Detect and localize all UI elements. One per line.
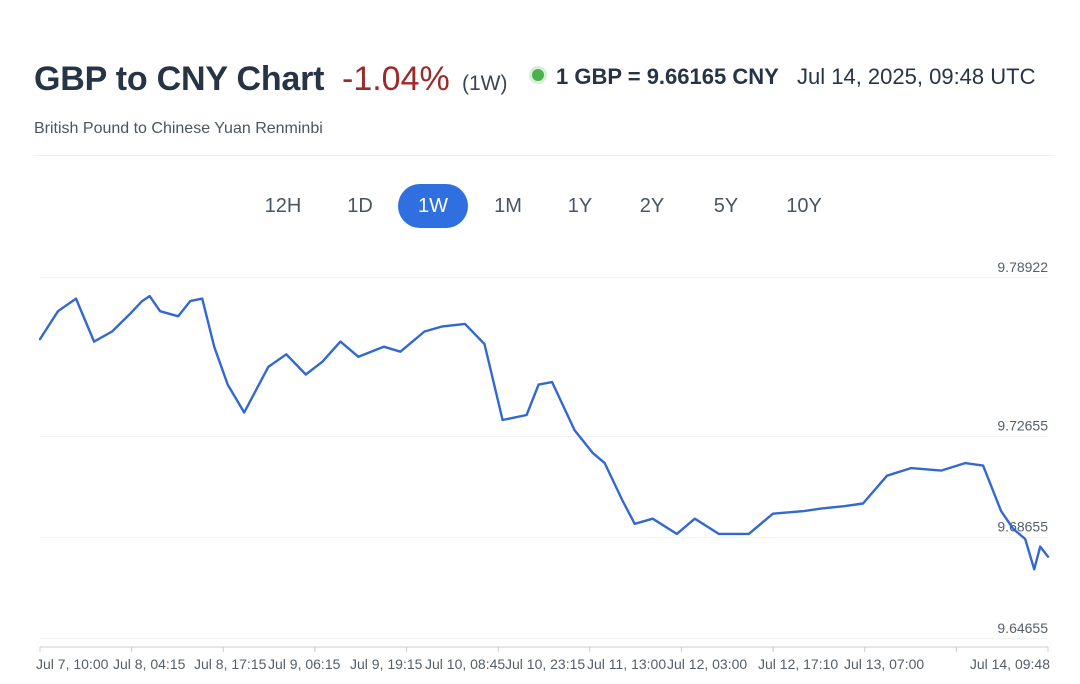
- data-point: [1033, 568, 1036, 571]
- x-tick-label: Jul 8, 04:15: [113, 656, 186, 672]
- data-point: [226, 383, 229, 386]
- data-point: [243, 411, 246, 414]
- data-point: [886, 474, 888, 477]
- data-point: [633, 522, 636, 525]
- x-tick-label: Jul 12, 03:00: [667, 656, 747, 672]
- x-tick-label: Jul 10, 23:15: [505, 656, 585, 672]
- x-tick-label: Jul 10, 08:45: [425, 656, 505, 672]
- change-period: (1W): [462, 72, 508, 95]
- data-point: [964, 462, 967, 464]
- data-point: [651, 517, 654, 520]
- data-point: [844, 505, 846, 507]
- x-tick-label: Jul 9, 06:15: [268, 656, 341, 672]
- data-point: [57, 310, 59, 313]
- data-point: [603, 462, 606, 464]
- data-point: [693, 517, 696, 520]
- x-tick-label: Jul 9, 19:15: [350, 656, 423, 672]
- x-tick-label: Jul 11, 13:00: [587, 656, 666, 672]
- data-point: [423, 330, 426, 333]
- data-point: [189, 300, 192, 303]
- data-point: [159, 310, 162, 313]
- tab-1w[interactable]: 1W: [398, 184, 468, 228]
- tab-12h[interactable]: 12H: [264, 195, 302, 217]
- data-point: [177, 315, 180, 318]
- tab-5y[interactable]: 5Y: [713, 195, 739, 217]
- data-point: [111, 330, 113, 333]
- exchange-rate: 1 GBP = 9.66165 CNY: [556, 64, 779, 89]
- data-point: [717, 533, 720, 535]
- data-point: [321, 360, 324, 363]
- data-point: [399, 350, 402, 353]
- data-point: [39, 338, 41, 340]
- y-tick-label: 9.72655: [997, 417, 1048, 433]
- data-point: [1012, 527, 1015, 530]
- data-point: [201, 297, 204, 300]
- header-divider: [34, 155, 1054, 156]
- x-tick-label: Jul 7, 10:00: [36, 656, 109, 672]
- data-point: [537, 383, 540, 386]
- data-point: [940, 469, 942, 472]
- rate-chart: 9.78922 9.72655 9.68655 9.64655 Jul 7, 10:00…: [36, 259, 1050, 672]
- data-point: [771, 512, 774, 515]
- tab-1m[interactable]: 1M: [494, 195, 522, 217]
- page-subtitle: British Pound to Chinese Yuan Renminbi: [34, 120, 323, 137]
- data-point: [383, 345, 385, 348]
- data-point: [213, 345, 216, 348]
- x-tick-label: Jul 13, 07:00: [844, 656, 924, 672]
- rate-timestamp: Jul 14, 2025, 09:48 UTC: [797, 64, 1036, 89]
- data-point: [525, 414, 528, 416]
- data-point: [591, 452, 594, 454]
- tab-1d[interactable]: 1D: [347, 195, 373, 217]
- data-point: [148, 295, 151, 297]
- data-point: [1039, 545, 1042, 548]
- page-title: GBP to CNY Chart: [34, 60, 325, 98]
- data-point: [621, 500, 624, 502]
- data-point: [1024, 538, 1027, 540]
- data-point: [1000, 510, 1003, 513]
- data-point: [304, 373, 307, 376]
- data-point: [357, 355, 360, 358]
- data-point: [483, 343, 486, 346]
- data-point: [573, 429, 576, 432]
- data-point: [501, 419, 504, 421]
- data-point: [441, 325, 444, 328]
- data-point: [982, 464, 985, 467]
- tab-2y[interactable]: 2Y: [639, 195, 665, 217]
- x-tick-label: Jul 8, 17:15: [194, 656, 267, 672]
- tab-10y[interactable]: 10Y: [786, 195, 822, 217]
- series-line: [38, 294, 1050, 571]
- data-point: [339, 340, 342, 343]
- chart-header: GBP to CNY Chart -1.04% (1W) 1 GBP = 9.6…: [34, 58, 1054, 106]
- y-tick-label: 9.64655: [997, 620, 1048, 636]
- x-tick-label: Jul 12, 17:10: [758, 656, 838, 672]
- data-point: [803, 510, 805, 513]
- tab-1y[interactable]: 1Y: [567, 195, 593, 217]
- data-point: [820, 507, 822, 510]
- live-status-icon: [532, 69, 544, 81]
- y-tick-label: 9.68655: [997, 519, 1048, 535]
- y-tick-label: 9.78922: [997, 259, 1048, 275]
- data-point: [129, 312, 132, 315]
- data-point: [93, 340, 95, 343]
- data-point: [862, 502, 864, 505]
- data-point: [75, 297, 77, 300]
- x-tick-label: Jul 14, 09:48: [970, 656, 1050, 672]
- data-point: [675, 533, 678, 535]
- data-point: [285, 353, 288, 356]
- percent-change: -1.04%: [342, 60, 450, 98]
- data-point: [747, 533, 750, 535]
- data-point: [267, 366, 270, 368]
- data-point: [910, 467, 912, 470]
- data-point: [551, 381, 554, 383]
- data-point: [464, 322, 466, 325]
- data-point: [1047, 555, 1049, 558]
- data-point: [141, 300, 144, 303]
